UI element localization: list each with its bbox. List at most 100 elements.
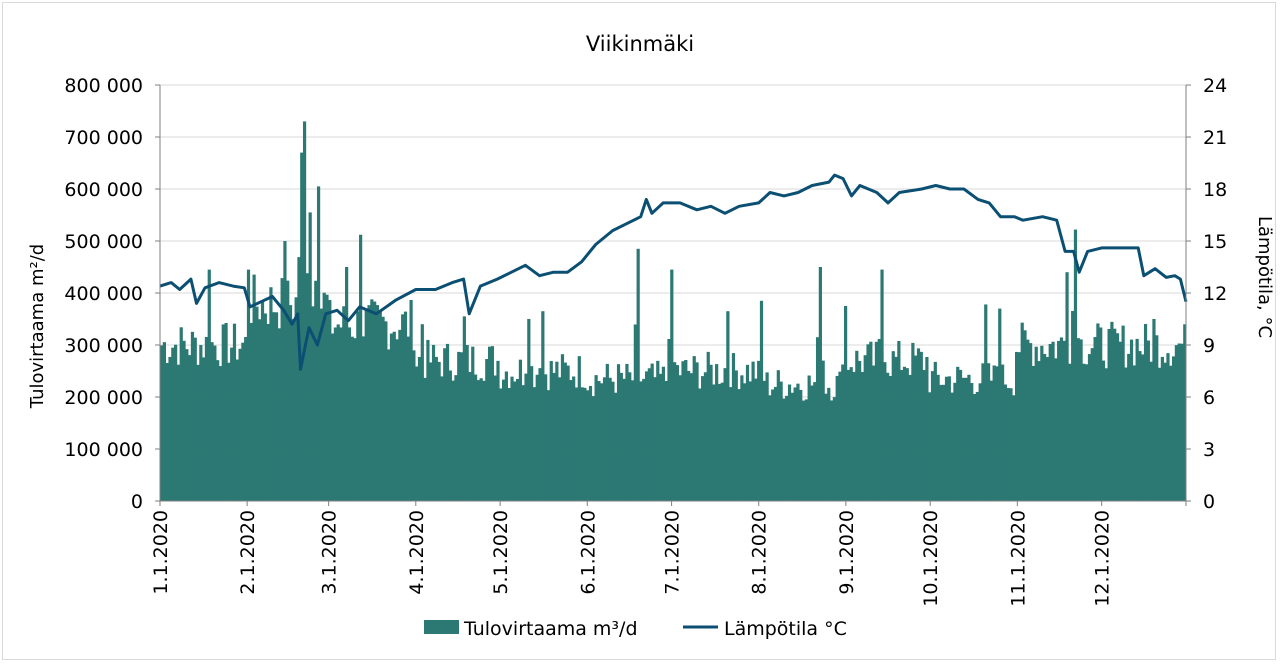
- flow-bar: [740, 375, 744, 501]
- flow-bar: [221, 324, 225, 501]
- flow-bar: [644, 371, 649, 501]
- flow-bar: [869, 341, 873, 501]
- x-tick-label: 12.1.2020: [1092, 510, 1114, 607]
- flow-bar: [1143, 323, 1148, 501]
- flow-bar: [160, 345, 164, 501]
- flow-bar: [888, 376, 893, 501]
- y-tick-label: 600 000: [64, 179, 143, 201]
- flow-bar: [1023, 330, 1027, 501]
- flow-bar: [863, 355, 867, 501]
- flow-bar: [953, 382, 957, 501]
- y2-tick-labels: 0 3 6 9 12 15 18 21 24: [1203, 75, 1227, 513]
- flow-bar: [1152, 319, 1156, 501]
- flow-bar: [956, 366, 960, 501]
- y-axis-label: Tulovirtaama m²/d: [27, 244, 48, 409]
- axes: [155, 84, 1191, 506]
- flow-bar: [297, 257, 301, 501]
- flow-bar: [263, 313, 267, 501]
- flow-bar: [639, 381, 643, 501]
- flow-bar: [858, 360, 862, 501]
- flow-bar: [829, 400, 834, 501]
- flow-bar: [1054, 358, 1058, 501]
- flow-bar: [521, 385, 525, 501]
- flow-bar: [978, 383, 982, 501]
- flow-bar: [972, 393, 977, 501]
- flow-bar: [384, 321, 388, 501]
- y2-tick-label: 18: [1203, 179, 1227, 201]
- flow-bar: [670, 269, 674, 501]
- flow-bar: [241, 342, 245, 501]
- flow-bar: [1118, 341, 1122, 501]
- flow-bar: [199, 345, 203, 501]
- flow-bar: [1121, 325, 1125, 501]
- flow-bar: [1065, 272, 1069, 501]
- flow-bar: [487, 346, 492, 501]
- x-tick-label: 7.1.2020: [662, 510, 684, 595]
- flow-bar: [1051, 341, 1055, 501]
- flow-bar: [636, 248, 640, 501]
- y-tick-labels: 0 100 000 200 000 300 000 400 000 500 000 600 …: [64, 75, 143, 513]
- flow-bar: [762, 380, 766, 501]
- flow-bar: [549, 361, 553, 501]
- flow-bar: [574, 387, 579, 501]
- flow-bar: [1087, 354, 1092, 501]
- y2-tick-label: 3: [1203, 439, 1215, 461]
- flow-bar: [939, 384, 943, 501]
- flow-bar: [359, 234, 363, 501]
- flow-bar: [516, 378, 520, 501]
- flow-bar: [986, 363, 991, 501]
- flow-bar: [855, 350, 859, 501]
- y-tick-label: 200 000: [64, 387, 143, 409]
- flow-bar: [339, 327, 343, 501]
- flow-bar: [838, 371, 842, 501]
- flow-bar: [468, 371, 472, 501]
- flow-bar: [981, 363, 985, 501]
- flow-bar: [689, 373, 694, 501]
- flow-bar: [381, 316, 385, 501]
- x-tick-label: 11.1.2020: [1007, 510, 1029, 607]
- flow-bar: [532, 387, 537, 501]
- flow-bar: [964, 377, 968, 501]
- flow-bar: [754, 378, 758, 501]
- flow-bar: [975, 391, 979, 501]
- flow-bar: [706, 351, 710, 501]
- flow-bar: [751, 361, 755, 501]
- flow-bar: [709, 364, 713, 501]
- flow-bar: [426, 339, 430, 501]
- flow-bar: [729, 387, 733, 501]
- flow-bar: [701, 376, 705, 501]
- flow-bar: [970, 383, 974, 501]
- flow-bar: [703, 372, 708, 501]
- flow-bar: [967, 374, 971, 501]
- flow-bar: [165, 363, 169, 501]
- x-tick-label: 4.1.2020: [406, 510, 428, 595]
- y2-tick-label: 6: [1203, 387, 1215, 409]
- flow-bar: [322, 292, 326, 501]
- flow-bar: [280, 278, 284, 501]
- flow-bar: [336, 324, 340, 501]
- flow-bar: [347, 327, 352, 501]
- flow-bar: [485, 359, 489, 501]
- flow-bar: [944, 376, 949, 501]
- flow-bar: [900, 370, 904, 501]
- flow-bar: [434, 356, 438, 501]
- flow-bar: [286, 280, 290, 501]
- flow-bar: [558, 377, 562, 501]
- flow-bar: [342, 306, 346, 501]
- flow-bar: [1059, 337, 1064, 501]
- flow-bar: [832, 397, 836, 501]
- flow-bar: [1071, 310, 1075, 501]
- flow-bar: [824, 393, 828, 501]
- flow-bar: [877, 339, 881, 501]
- flow-bar: [1132, 365, 1136, 501]
- flow-bar: [1110, 321, 1114, 501]
- flow-bar: [687, 370, 691, 501]
- flow-bar: [403, 311, 408, 501]
- flow-bar: [378, 311, 382, 501]
- flow-bar: [370, 299, 374, 501]
- flow-bar: [1079, 339, 1083, 501]
- flow-bar: [577, 356, 581, 501]
- flow-bar: [1104, 368, 1108, 501]
- flow-bar: [1034, 346, 1038, 501]
- flow-bar: [675, 365, 679, 501]
